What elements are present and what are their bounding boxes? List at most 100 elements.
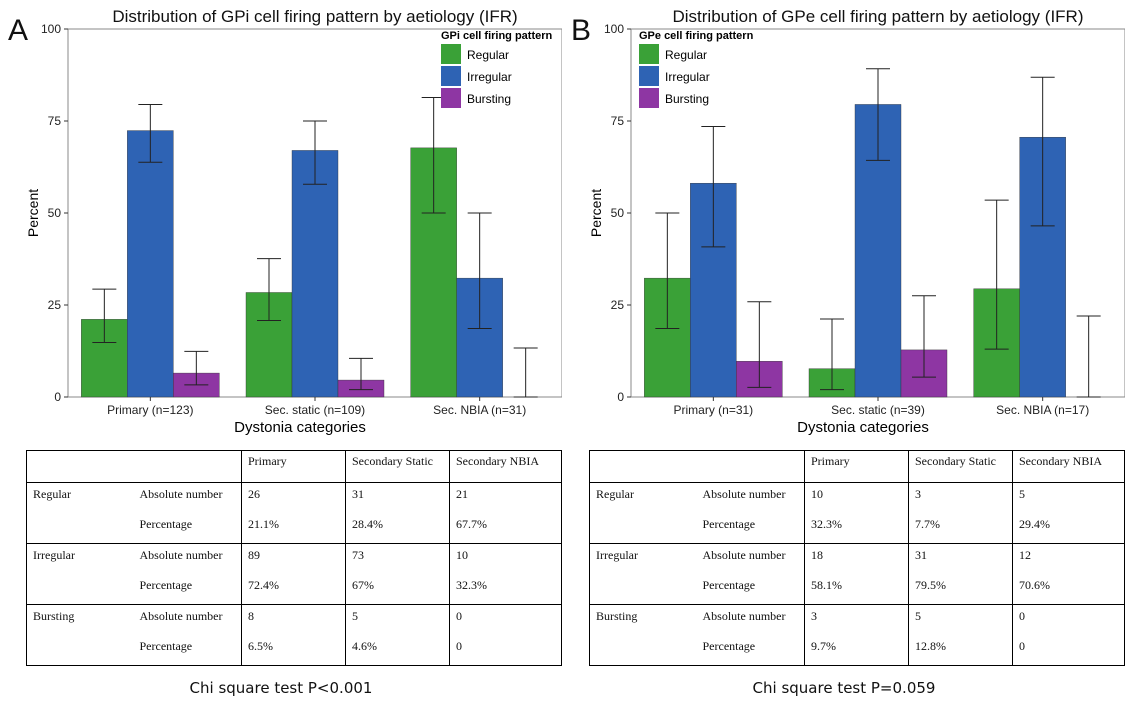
table-row: Bursting Absolute number 8 5 0 bbox=[26, 604, 562, 635]
x-tick-label: Primary (n=123) bbox=[107, 403, 193, 417]
table-cell: 3 bbox=[804, 604, 909, 635]
table-cell: 18 bbox=[804, 543, 909, 574]
y-axis-label: Percent bbox=[25, 189, 41, 237]
row-measure-label: Percentage bbox=[702, 639, 756, 653]
table-cell: 8 bbox=[241, 604, 346, 635]
table-cell: 7.7% bbox=[908, 513, 1013, 544]
y-tick-label: 50 bbox=[48, 206, 62, 220]
table-cell: 28.4% bbox=[345, 513, 450, 544]
table-cell: 0 bbox=[1012, 604, 1125, 635]
row-measure-label: Absolute number bbox=[696, 543, 805, 574]
y-tick-label: 100 bbox=[604, 22, 624, 36]
legend-label: Irregular bbox=[665, 70, 710, 84]
counts-table: Primary Secondary Static Secondary NBIA … bbox=[589, 450, 1125, 666]
table-cell: 12 bbox=[1012, 543, 1125, 574]
panel-b: B Distribution of GPe cell firing patter… bbox=[563, 0, 1125, 701]
row-measure-label: Absolute number bbox=[139, 487, 223, 501]
row-measure-label: Percentage bbox=[702, 578, 756, 592]
row-group-label: Bursting bbox=[26, 604, 134, 635]
counts-table: Primary Secondary Static Secondary NBIA … bbox=[26, 450, 562, 666]
table-cell: 5 bbox=[1012, 482, 1125, 513]
table-row: Percentage 58.1% 79.5% 70.6% bbox=[590, 574, 1125, 605]
table-row: Irregular Absolute number 18 31 12 bbox=[589, 543, 1125, 574]
table-cell: 4.6% bbox=[345, 635, 450, 666]
table-cell: 6.5% bbox=[241, 635, 346, 666]
table-cell: 0 bbox=[449, 604, 562, 635]
table-cell: 29.4% bbox=[1012, 513, 1125, 544]
panel-letter: B bbox=[571, 14, 592, 47]
table-row: Percentage 9.7% 12.8% 0 bbox=[590, 635, 1125, 666]
row-measure-label: Percentage bbox=[139, 517, 193, 531]
legend-swatch bbox=[441, 66, 461, 86]
table-cell: 67.7% bbox=[449, 513, 562, 544]
bar bbox=[127, 130, 174, 398]
y-tick-label: 0 bbox=[617, 390, 624, 404]
legend-swatch bbox=[639, 66, 659, 86]
table-cell: 70.6% bbox=[1012, 574, 1125, 605]
table-cell: 32.3% bbox=[804, 513, 909, 544]
legend-swatch bbox=[639, 44, 659, 64]
x-tick-label: Sec. NBIA (n=31) bbox=[433, 403, 526, 417]
table-cell: 0 bbox=[449, 635, 562, 666]
row-group-label: Regular bbox=[33, 487, 71, 501]
table-cell: 67% bbox=[345, 574, 450, 605]
x-tick-label: Sec. static (n=109) bbox=[265, 403, 365, 417]
legend-label: Bursting bbox=[665, 92, 709, 106]
row-measure-label: Percentage bbox=[139, 639, 193, 653]
row-group-label: Irregular bbox=[589, 543, 697, 574]
table-header-cell: Primary bbox=[241, 450, 346, 483]
chart-title: Distribution of GPe cell firing pattern … bbox=[672, 7, 1084, 26]
row-measure-label: Absolute number bbox=[702, 487, 786, 501]
legend-label: Bursting bbox=[467, 92, 511, 106]
table-cell: 26 bbox=[241, 482, 346, 513]
table-row: Percentage 32.3% 7.7% 29.4% bbox=[590, 513, 1125, 544]
row-measure-label: Percentage bbox=[702, 517, 756, 531]
y-tick-label: 0 bbox=[54, 390, 61, 404]
table-header-cell: Secondary NBIA bbox=[449, 450, 562, 483]
y-tick-label: 50 bbox=[611, 206, 625, 220]
table-row: Regular Absolute number 26 31 21 bbox=[27, 482, 562, 513]
table-cell: 58.1% bbox=[804, 574, 909, 605]
row-group-label: Bursting bbox=[589, 604, 697, 635]
table-cell: 3 bbox=[908, 482, 1013, 513]
panel-a: A Distribution of GPi cell firing patter… bbox=[0, 0, 562, 701]
table-cell: 72.4% bbox=[241, 574, 346, 605]
chart-title: Distribution of GPi cell firing pattern … bbox=[112, 7, 518, 26]
legend-label: Regular bbox=[467, 48, 509, 62]
legend-swatch bbox=[639, 88, 659, 108]
table-cell: 21.1% bbox=[241, 513, 346, 544]
chi-square-result: Chi square test P<0.001 bbox=[189, 679, 373, 697]
bar-chart: 0 25 50 75 100 Percent Primary (n=123) Sec. sta… bbox=[25, 22, 562, 436]
y-tick-label: 25 bbox=[48, 298, 62, 312]
bar-chart: 0 25 50 75 100 Percent Primary (n=31) Sec. stat… bbox=[588, 22, 1125, 436]
x-tick-label: Primary (n=31) bbox=[673, 403, 753, 417]
table-cell: 12.8% bbox=[908, 635, 1013, 666]
legend-swatch bbox=[441, 44, 461, 64]
table-cell: 10 bbox=[449, 543, 562, 574]
legend-title: GPe cell firing pattern bbox=[639, 30, 754, 42]
table-cell: 10 bbox=[804, 482, 909, 513]
table-cell: 0 bbox=[1012, 635, 1125, 666]
legend-label: Irregular bbox=[467, 70, 512, 84]
table-cell: 5 bbox=[345, 604, 450, 635]
table-cell: 5 bbox=[908, 604, 1013, 635]
y-tick-label: 75 bbox=[611, 114, 625, 128]
table-header-row: Primary Secondary Static Secondary NBIA bbox=[26, 450, 562, 483]
y-tick-label: 75 bbox=[48, 114, 62, 128]
x-axis-label: Dystonia categories bbox=[234, 419, 366, 436]
table-cell: 73 bbox=[345, 543, 450, 574]
legend-swatch bbox=[441, 88, 461, 108]
table-cell: 89 bbox=[241, 543, 346, 574]
legend-label: Regular bbox=[665, 48, 707, 62]
table-row: Irregular Absolute number 89 73 10 bbox=[26, 543, 562, 574]
row-group-label: Irregular bbox=[26, 543, 134, 574]
table-row: Percentage 21.1% 28.4% 67.7% bbox=[27, 513, 562, 544]
x-tick-label: Sec. static (n=39) bbox=[831, 403, 925, 417]
table-row: Bursting Absolute number 3 5 0 bbox=[589, 604, 1125, 635]
y-tick-label: 100 bbox=[41, 22, 61, 36]
chi-square-result: Chi square test P=0.059 bbox=[752, 679, 936, 697]
row-measure-label: Absolute number bbox=[133, 543, 242, 574]
y-axis-label: Percent bbox=[588, 189, 604, 237]
table-row: Regular Absolute number 10 3 5 bbox=[590, 482, 1125, 513]
table-row: Percentage 6.5% 4.6% 0 bbox=[27, 635, 562, 666]
